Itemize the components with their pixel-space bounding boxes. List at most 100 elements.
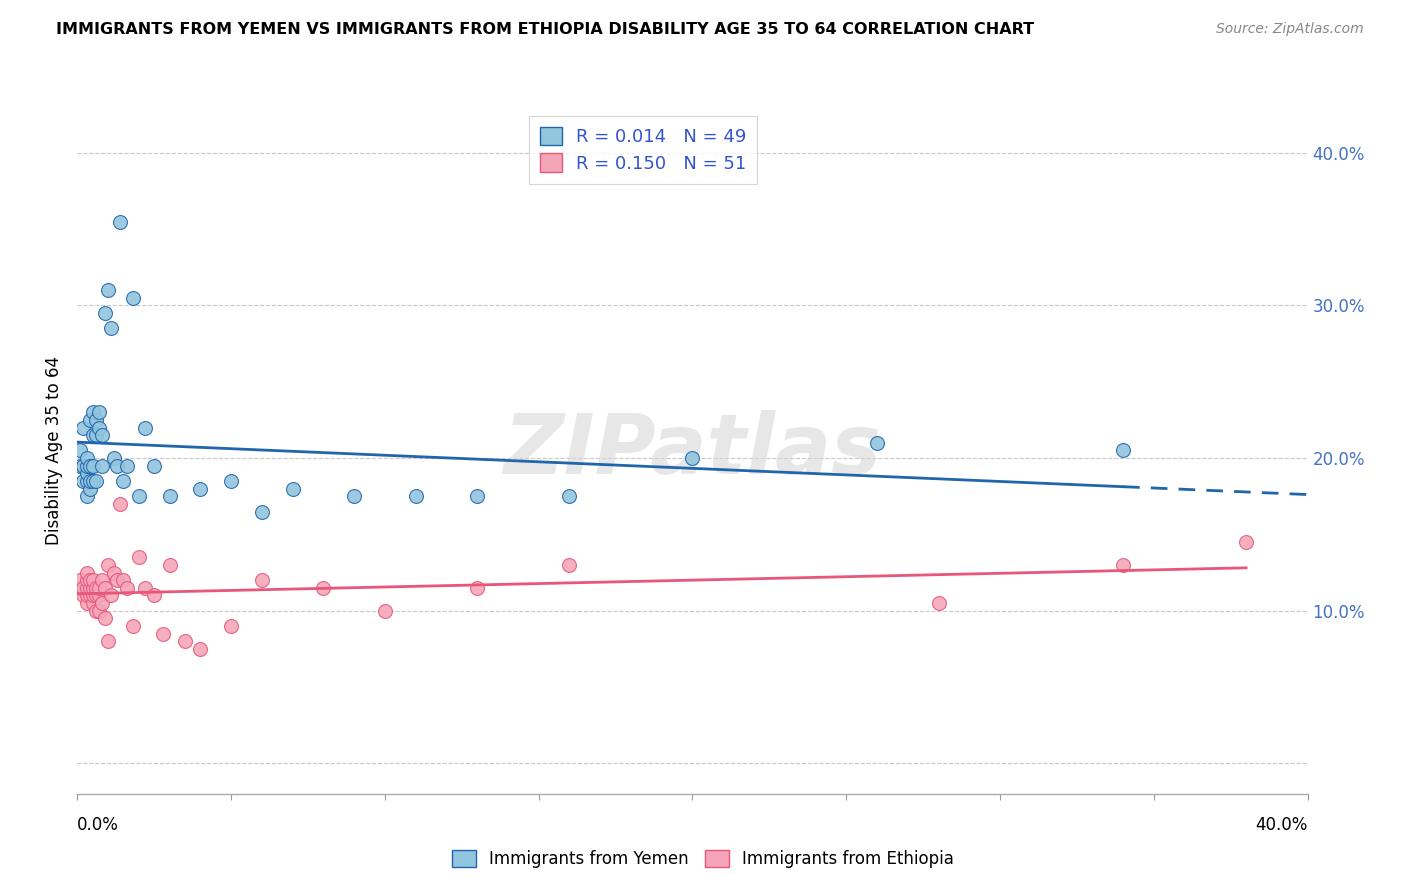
Point — [112, 573, 135, 587]
Point — [100, 589, 122, 603]
Point — [159, 489, 181, 503]
Point — [84, 581, 107, 595]
Point — [76, 581, 98, 595]
Point — [128, 489, 150, 503]
Point — [76, 589, 98, 603]
Point — [250, 504, 273, 518]
Point — [94, 306, 117, 320]
Point — [84, 413, 107, 427]
Point — [90, 573, 114, 587]
Y-axis label: Disability Age 35 to 64: Disability Age 35 to 64 — [45, 356, 63, 545]
Point — [79, 482, 101, 496]
Point — [82, 596, 104, 610]
Point — [105, 573, 128, 587]
Point — [682, 451, 704, 466]
Point — [188, 482, 212, 496]
Point — [82, 589, 104, 603]
Point — [115, 581, 138, 595]
Point — [281, 482, 304, 496]
Point — [219, 474, 242, 488]
Point — [1112, 558, 1135, 572]
Point — [84, 474, 107, 488]
Point — [79, 474, 101, 488]
Point — [128, 550, 150, 565]
Point — [1112, 443, 1135, 458]
Point — [97, 634, 120, 648]
Point — [465, 581, 488, 595]
Point — [97, 558, 120, 572]
Point — [90, 596, 114, 610]
Point — [84, 428, 107, 442]
Point — [82, 581, 104, 595]
Point — [82, 458, 104, 473]
Point — [76, 573, 98, 587]
Point — [79, 458, 101, 473]
Point — [76, 467, 98, 481]
Point — [143, 458, 166, 473]
Point — [174, 634, 197, 648]
Point — [72, 420, 94, 434]
Point — [82, 405, 104, 419]
Point — [134, 581, 156, 595]
Point — [110, 214, 132, 228]
Point — [94, 611, 117, 625]
Point — [90, 428, 114, 442]
Point — [312, 581, 335, 595]
Point — [87, 604, 110, 618]
Point — [69, 573, 91, 587]
Point — [76, 596, 98, 610]
Point — [87, 405, 110, 419]
Point — [97, 283, 120, 297]
Point — [103, 566, 125, 580]
Point — [121, 291, 143, 305]
Point — [76, 474, 98, 488]
Point — [110, 497, 132, 511]
Text: 0.0%: 0.0% — [77, 816, 120, 834]
Point — [928, 596, 950, 610]
Point — [343, 489, 366, 503]
Point — [82, 428, 104, 442]
Point — [76, 566, 98, 580]
Point — [79, 413, 101, 427]
Point — [69, 443, 91, 458]
Point — [76, 451, 98, 466]
Point — [87, 420, 110, 434]
Point — [84, 604, 107, 618]
Point — [72, 581, 94, 595]
Point — [121, 619, 143, 633]
Text: IMMIGRANTS FROM YEMEN VS IMMIGRANTS FROM ETHIOPIA DISABILITY AGE 35 TO 64 CORREL: IMMIGRANTS FROM YEMEN VS IMMIGRANTS FROM… — [56, 22, 1035, 37]
Text: 40.0%: 40.0% — [1256, 816, 1308, 834]
Point — [72, 458, 94, 473]
Point — [152, 626, 174, 640]
Point — [79, 573, 101, 587]
Legend: R = 0.014   N = 49, R = 0.150   N = 51: R = 0.014 N = 49, R = 0.150 N = 51 — [529, 116, 758, 184]
Point — [558, 558, 581, 572]
Point — [79, 589, 101, 603]
Point — [72, 589, 94, 603]
Point — [100, 321, 122, 335]
Point — [103, 451, 125, 466]
Point — [69, 458, 91, 473]
Point — [159, 558, 181, 572]
Point — [1234, 535, 1257, 549]
Point — [105, 458, 128, 473]
Point — [79, 581, 101, 595]
Point — [69, 581, 91, 595]
Text: ZIPatlas: ZIPatlas — [503, 410, 882, 491]
Point — [72, 474, 94, 488]
Point — [134, 420, 156, 434]
Point — [87, 589, 110, 603]
Point — [143, 589, 166, 603]
Point — [84, 589, 107, 603]
Point — [250, 573, 273, 587]
Point — [405, 489, 427, 503]
Point — [188, 641, 212, 656]
Point — [76, 458, 98, 473]
Point — [87, 581, 110, 595]
Point — [866, 435, 889, 450]
Point — [219, 619, 242, 633]
Point — [94, 581, 117, 595]
Point — [112, 474, 135, 488]
Point — [374, 604, 396, 618]
Point — [465, 489, 488, 503]
